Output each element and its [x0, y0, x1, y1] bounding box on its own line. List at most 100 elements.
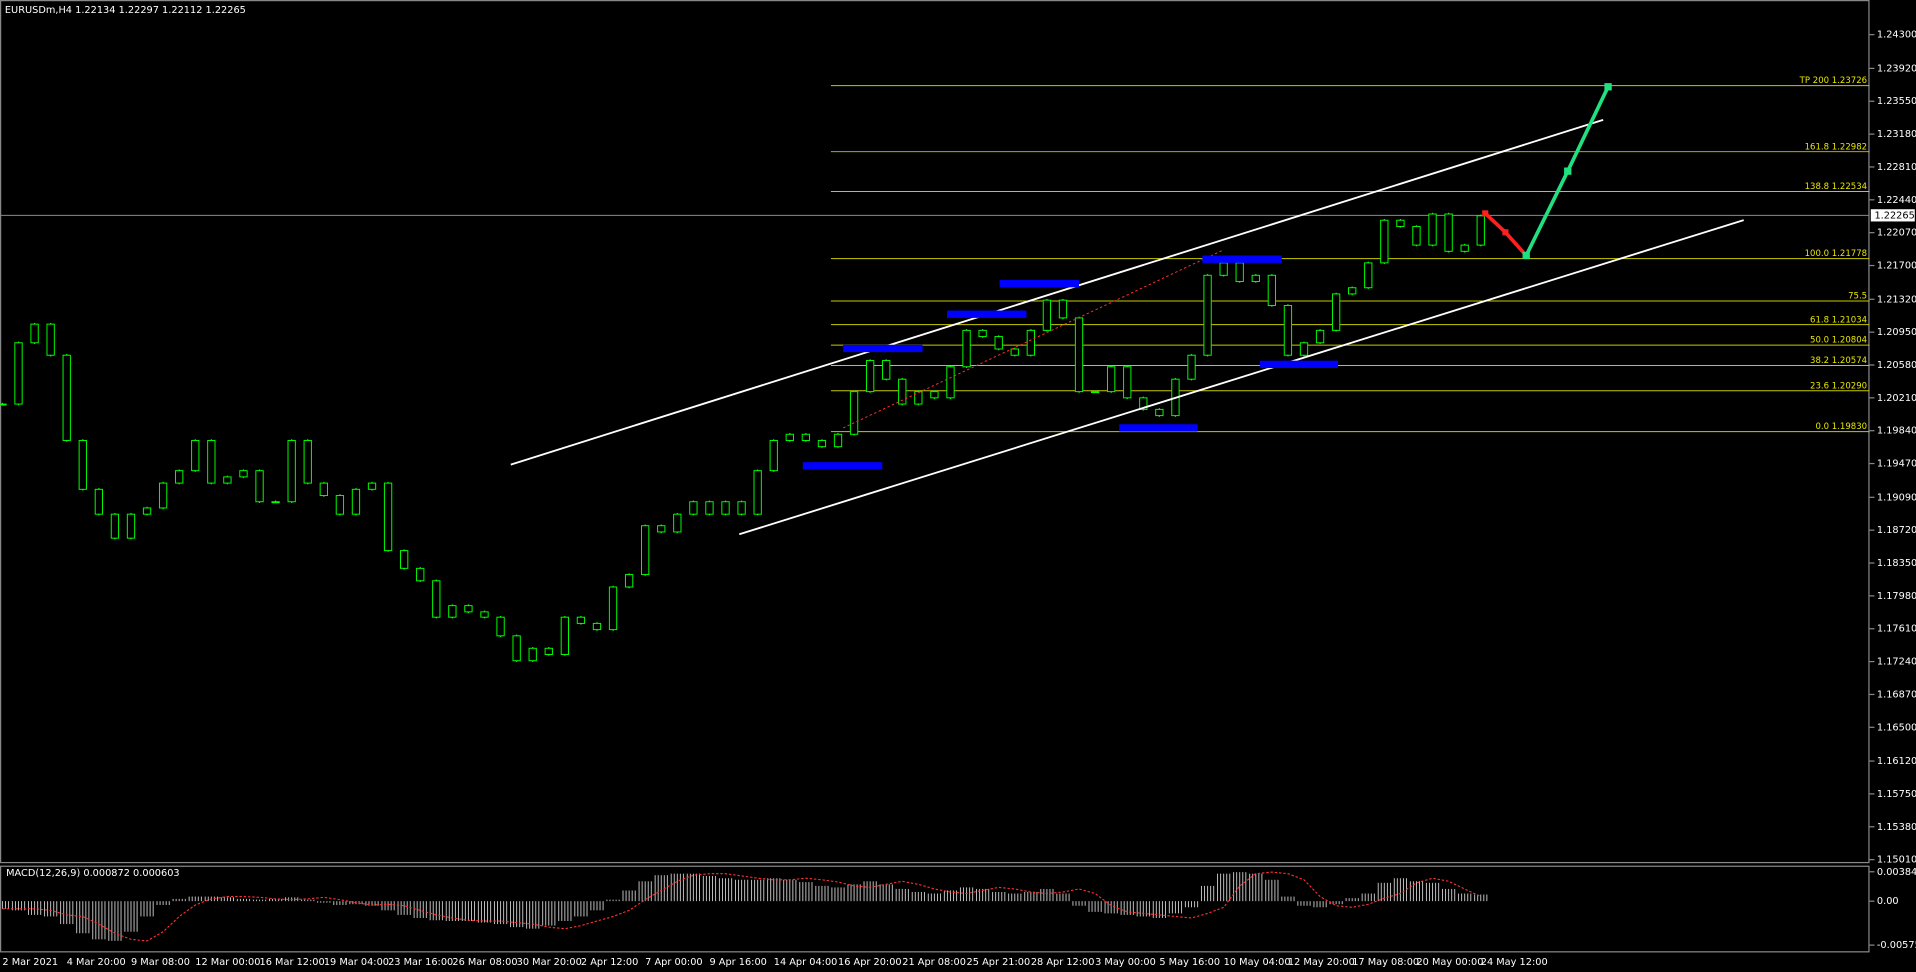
candle-body: [255, 470, 264, 503]
projection-node: [1482, 210, 1489, 217]
x-tick-label: 16 Apr 20:00: [838, 957, 902, 968]
candle-body: [1010, 348, 1019, 356]
candle-body: [480, 611, 489, 618]
candle-body: [882, 360, 891, 380]
candle-body: [46, 323, 55, 356]
chart-title: EURUSDm,H4 1.22134 1.22297 1.22112 1.222…: [5, 5, 246, 16]
candle-body: [978, 329, 987, 338]
x-tick-label: 10 May 04:00: [1224, 957, 1291, 968]
y-tick-label: 1.17980: [1877, 591, 1916, 602]
channel-mid: [842, 250, 1223, 429]
candle-body: [319, 482, 328, 497]
zone: [1119, 424, 1198, 432]
signal-line: [2, 871, 1481, 942]
candle-body: [94, 488, 104, 515]
candle-body: [1331, 293, 1341, 331]
y-tick-label: 0.003846: [1877, 867, 1916, 878]
candle-body: [1412, 225, 1421, 246]
y-tick-label: 1.19840: [1877, 426, 1916, 437]
candle-body: [14, 342, 23, 405]
y-tick-label: 1.16500: [1877, 722, 1916, 733]
y-tick-label: 1.15380: [1877, 822, 1916, 833]
candle-body: [1203, 274, 1212, 356]
y-tick-label: 1.16870: [1877, 689, 1916, 700]
candle-body: [689, 501, 698, 515]
candle-body: [1251, 274, 1260, 283]
candle-body: [1155, 408, 1164, 417]
x-tick-label: 4 Mar 20:00: [67, 957, 126, 968]
candle-body: [1348, 287, 1357, 295]
level-label: 61.8 1.21034: [1810, 315, 1867, 325]
candle-body: [1396, 219, 1405, 227]
x-tick-label: 25 Apr 21:00: [967, 957, 1031, 968]
candle-body: [560, 616, 569, 655]
candle-body: [849, 391, 859, 435]
level-label: 0.0 1.19830: [1815, 422, 1867, 432]
candle-body: [1444, 213, 1453, 252]
candle-body: [0, 403, 7, 406]
level-label: 100.0 1.21778: [1805, 249, 1868, 259]
candle-body: [1058, 299, 1068, 319]
levels: TP 200 1.23726 161.8 1.22982 138.8 1.22534…: [0, 76, 1870, 432]
candle-body: [1476, 215, 1485, 246]
x-tick-label: 24 May 12:00: [1481, 957, 1548, 968]
x-tick-label: 23 Mar 16:00: [388, 957, 453, 968]
y-tick-label: 1.16120: [1877, 756, 1916, 767]
candle-body: [769, 439, 778, 472]
projection-node: [1564, 167, 1572, 175]
candle-body: [191, 439, 200, 472]
candle-body: [351, 488, 361, 515]
x-tick-label: 17 May 08:00: [1352, 957, 1419, 968]
current-price-box: [1870, 209, 1915, 222]
candle-body: [1219, 262, 1228, 276]
x-tick-label: 3 May 00:00: [1095, 957, 1156, 968]
candle-body: [1074, 317, 1084, 393]
candle-body: [592, 622, 602, 631]
candle-body: [175, 470, 184, 484]
candle-body: [1380, 219, 1389, 264]
candle-body: [1364, 262, 1373, 289]
candle-body: [801, 433, 811, 441]
y-tick-label: 1.18350: [1877, 558, 1916, 569]
candle-body: [1428, 213, 1437, 246]
candle-body: [1090, 391, 1100, 394]
candle-body: [1299, 342, 1309, 356]
candle-body: [721, 501, 730, 515]
y-tick-label: 1.23550: [1877, 96, 1916, 107]
candle-body: [673, 513, 682, 533]
x-tick-label: 5 May 16:00: [1159, 957, 1220, 968]
candle-body: [1026, 329, 1035, 356]
candle-body: [432, 580, 441, 618]
level-label: 50.0 1.20804: [1810, 336, 1867, 346]
candle-body: [287, 439, 296, 503]
x-tick-label: 9 Mar 08:00: [131, 957, 190, 968]
candle-body: [833, 433, 843, 448]
y-tick-label: 1.18720: [1877, 525, 1916, 536]
x-tick-label: 9 Apr 16:00: [709, 957, 766, 968]
y-tick-label: 1.22070: [1877, 228, 1916, 239]
candle-body: [30, 323, 39, 344]
y-tick-label: 1.24300: [1877, 30, 1916, 41]
x-tick-label: 14 Apr 04:00: [774, 957, 838, 968]
candle-body: [110, 513, 120, 539]
candle-body: [528, 647, 537, 662]
x-tick-label: 20 May 00:00: [1416, 957, 1483, 968]
candle-body: [946, 366, 955, 399]
candle-body: [1139, 397, 1148, 410]
y-tick-label: 1.17610: [1877, 624, 1916, 635]
zone: [802, 462, 883, 470]
x-tick-label: 7 Apr 00:00: [645, 957, 702, 968]
candle-body: [544, 647, 553, 655]
candle-body: [383, 482, 393, 552]
y-tick-label: 1.22810: [1877, 162, 1916, 173]
candle-body: [962, 329, 971, 368]
y-tick-label: 1.19470: [1877, 459, 1916, 470]
projection-node: [1604, 83, 1612, 91]
x-tick-label: 26 Mar 08:00: [452, 957, 517, 968]
candle-body: [705, 501, 714, 515]
candle-body: [1315, 329, 1325, 344]
current-price-label: 1.22265: [1874, 210, 1914, 221]
candle-body: [785, 433, 794, 441]
candle-body: [898, 378, 907, 405]
